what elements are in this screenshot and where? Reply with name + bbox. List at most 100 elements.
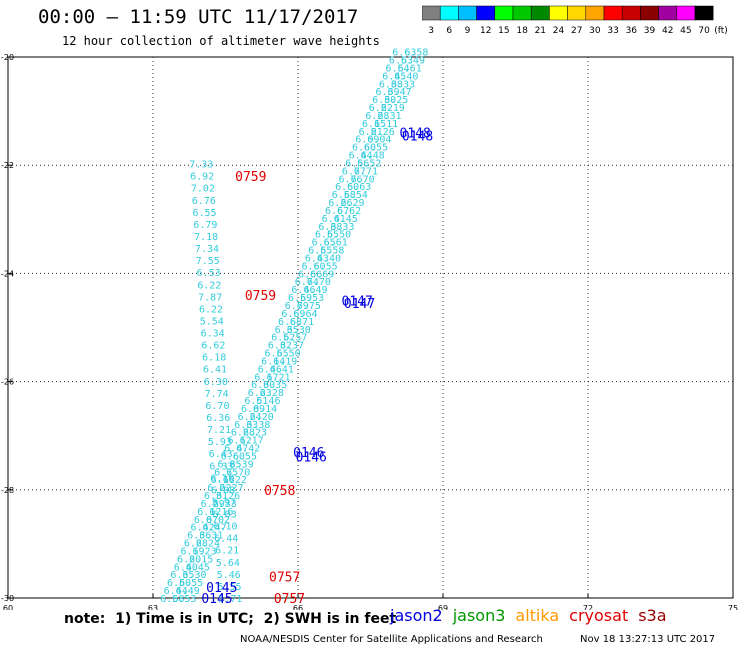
- swh-point-west-track: 6.22: [197, 280, 221, 291]
- swh-point-east-track: 6.61: [324, 238, 348, 249]
- swh-point-east-track: 6.55: [179, 578, 203, 589]
- swh-point-east-track: 6.50: [327, 230, 351, 241]
- swh-point-west-track: 6.92: [190, 172, 214, 183]
- swh-point-east-track: 6.71: [290, 317, 314, 328]
- swh-point-east-track: 6.16: [209, 507, 233, 518]
- swh-point-east-track: 6.40: [317, 253, 341, 264]
- swh-point-east-track: 6.17: [254, 372, 278, 383]
- pass-time-label: 0146: [296, 450, 327, 465]
- swh-point-east-track: 6.14: [261, 356, 285, 367]
- colorbar-tick-label: 36: [626, 26, 638, 35]
- swh-point-east-track: 6.77: [342, 166, 366, 177]
- swh-point-east-track: 6.46: [256, 396, 280, 407]
- pass-time-label: 0759: [235, 170, 266, 185]
- swh-point-east-track: 6.75: [297, 301, 321, 312]
- y-tick-label: -26: [1, 378, 14, 387]
- colorbar-tick-label: 45: [680, 26, 691, 35]
- swh-point-east-track: 6.32: [268, 341, 292, 352]
- swh-point-east-track: 6.22: [223, 475, 247, 486]
- pass-time-label: 0759: [245, 289, 276, 304]
- swh-point-west-track: 6.03: [213, 510, 237, 521]
- wave-height-plot: 60 63 66 69 72 75-20-22-24-26-28-306.636.536.…: [1, 48, 738, 610]
- swh-point-west-track: 7.34: [195, 244, 219, 255]
- credit-line: NOAA/NESDIS Center for Satellite Applica…: [240, 634, 543, 645]
- pass-time-label: 0146: [293, 446, 324, 461]
- swh-point-west-track: 6.08: [211, 485, 235, 496]
- x-tick-label: 75: [728, 604, 738, 610]
- swh-point-east-track: 6.21: [359, 127, 383, 138]
- colorbar-tick-label: 3: [428, 26, 434, 35]
- swh-point-east-track: 6.49: [176, 586, 200, 597]
- swh-point-east-track: 6.35: [217, 459, 241, 470]
- swh-point-east-track: 6.33: [330, 222, 354, 233]
- swh-point-east-track: 6.53: [389, 56, 413, 67]
- colorbar-tick-label: 42: [662, 26, 673, 35]
- swh-point-east-track: 6.35: [263, 380, 287, 391]
- swh-point-west-track: 7.33: [189, 160, 213, 171]
- swh-point-east-track: 6.28: [365, 111, 389, 122]
- swh-point-east-track: 6.30: [251, 380, 275, 391]
- colorbar-tick-label: 70: [698, 26, 710, 35]
- plot-frame: [7, 56, 734, 599]
- colorbar-tick-label: 15: [498, 26, 509, 35]
- swh-point-east-track: 6.15: [189, 554, 213, 565]
- swh-point-east-track: 6.52: [271, 333, 295, 344]
- swh-point-east-track: 6.22: [369, 103, 393, 114]
- y-tick-label: -22: [1, 161, 14, 170]
- swh-point-east-track: 6.57: [283, 333, 307, 344]
- swh-point-east-track: 6.41: [322, 214, 346, 225]
- swh-point-west-track: 5.64: [216, 558, 240, 569]
- swh-point-east-track: 6.36: [187, 531, 211, 542]
- swh-point-east-track: 6.56: [345, 158, 369, 169]
- swh-point-east-track: 6.46: [258, 364, 282, 375]
- swh-point-east-track: 6.02: [206, 515, 230, 526]
- swh-point-east-track: 6.45: [334, 214, 358, 225]
- y-tick-label: -28: [1, 486, 14, 495]
- colorbar-unit-label: (ft): [714, 26, 728, 35]
- swh-point-east-track: 6.47: [388, 87, 412, 98]
- pass-time-label: 0757: [274, 592, 305, 607]
- swh-point-east-track: 6.26: [216, 491, 240, 502]
- swh-point-west-track: 5.54: [200, 316, 224, 327]
- swh-point-east-track: 6.39: [230, 459, 254, 470]
- swh-point-west-track: 6.79: [193, 220, 217, 231]
- swh-point-east-track: 6.21: [267, 372, 291, 383]
- swh-point-east-track: 6.60: [302, 261, 326, 272]
- swh-point-east-track: 6.30: [372, 95, 396, 106]
- swh-point-east-track: 6.55: [233, 451, 257, 462]
- swh-point-east-track: 6.12: [197, 507, 221, 518]
- swh-point-east-track: 6.07: [194, 515, 218, 526]
- swh-point-east-track: 6.37: [280, 341, 304, 352]
- swh-point-west-track: 7.21: [207, 425, 231, 436]
- swh-point-west-track: 6.30: [204, 377, 228, 388]
- swh-point-east-track: 6.17: [240, 436, 264, 447]
- swh-point-east-track: 6.62: [337, 206, 361, 217]
- swh-point-east-track: 6.23: [248, 388, 272, 399]
- swh-point-east-track: 6.76: [338, 174, 362, 185]
- swh-point-east-track: 6.68: [278, 317, 302, 328]
- swh-point-west-track: 6.53: [197, 268, 221, 279]
- swh-point-east-track: 6.63: [392, 48, 416, 59]
- swh-point-east-track: 6.19: [180, 546, 204, 557]
- color-scale-legend: 3 6 9 12 15 18 21 24 27 30 33 36 39 42 45 70 (ft): [422, 5, 728, 35]
- swh-point-east-track: 6.29: [340, 198, 364, 209]
- swh-point-east-track: 6.26: [371, 127, 395, 138]
- swh-point-east-track: 6.47: [203, 523, 227, 534]
- colorbar-swatch: [694, 5, 714, 21]
- swh-point-east-track: 6.40: [394, 71, 418, 82]
- chart-title: 00:00 – 11:59 UTC 11/17/2017: [38, 6, 359, 28]
- swh-point-east-track: 6.33: [391, 79, 415, 90]
- pass-time-label: 0145: [201, 592, 232, 607]
- swh-point-east-track: 6.58: [160, 594, 184, 605]
- legend-entry-altika: altika: [515, 606, 560, 625]
- swh-point-east-track: 6.26: [328, 198, 352, 209]
- legend-entry-jason2: jason2: [390, 606, 443, 625]
- chart-subtitle: 12 hour collection of altimeter wave hei…: [62, 34, 380, 48]
- swh-point-west-track: 6.55: [193, 208, 217, 219]
- pass-time-label: 0148: [400, 127, 431, 142]
- swh-point-east-track: 6.31: [204, 491, 228, 502]
- swh-point-east-track: 6.38: [246, 420, 270, 431]
- swh-point-east-track: 6.60: [221, 451, 245, 462]
- swh-point-east-track: 6.29: [201, 499, 225, 510]
- swh-point-east-track: 6.58: [404, 48, 428, 59]
